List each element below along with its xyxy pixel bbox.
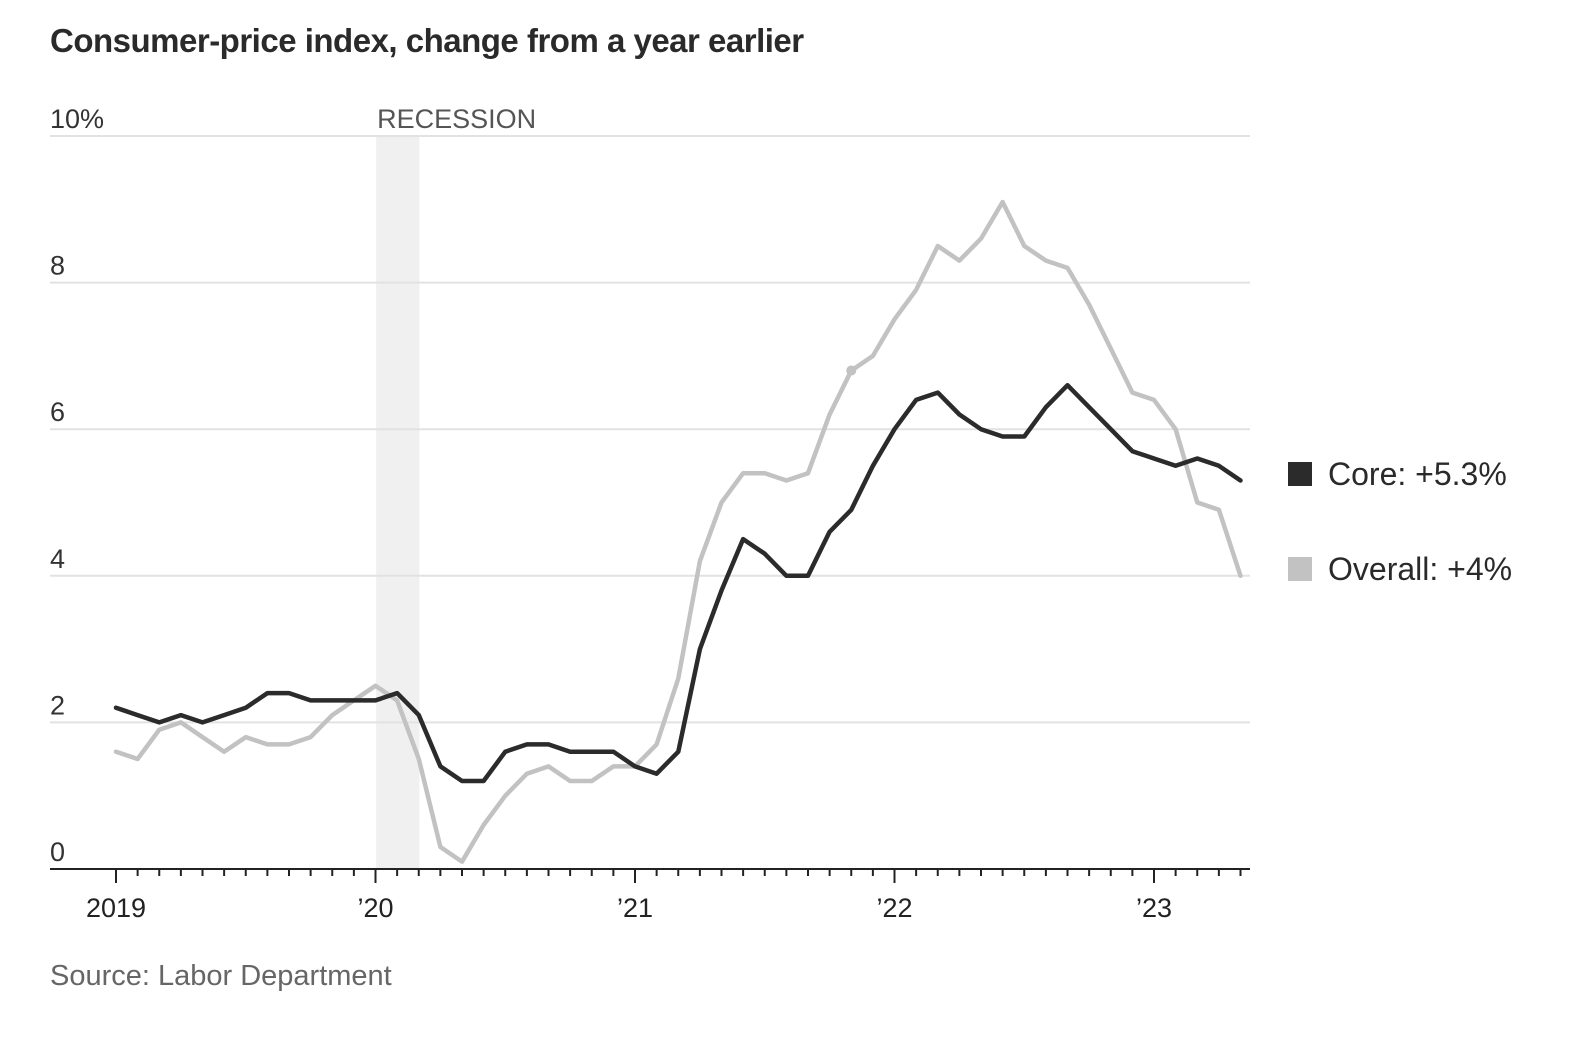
legend-label-overall: Overall: +4% — [1328, 551, 1512, 587]
y-tick-label: 0 — [50, 837, 65, 867]
series-line-core — [113, 382, 1243, 784]
recession-layer: RECESSION — [376, 104, 536, 869]
x-tick-label: ’22 — [876, 893, 912, 923]
legend-swatch-overall — [1288, 557, 1312, 581]
legend-label-core: Core: +5.3% — [1328, 456, 1507, 492]
recession-label: RECESSION — [377, 104, 536, 134]
x-tick-label: ’21 — [617, 893, 653, 923]
highlight-point — [846, 365, 857, 376]
legend-swatch-core — [1288, 462, 1312, 486]
x-tick-label: ’20 — [357, 893, 393, 923]
recession-band — [376, 136, 420, 869]
series-layer — [113, 199, 1243, 864]
x-tick-label: 2019 — [86, 893, 146, 923]
chart-title: Consumer-price index, change from a year… — [50, 22, 804, 59]
y-tick-label: 10% — [50, 104, 104, 134]
y-tick-label: 2 — [50, 690, 65, 720]
source-note: Source: Labor Department — [50, 960, 392, 992]
x-axis: 2019 ’20 ’21 ’22 ’23 — [50, 868, 1250, 923]
y-tick-label: 4 — [50, 544, 65, 574]
grid-layer: 0 2 4 6 8 10% — [50, 104, 1250, 867]
y-tick-label: 6 — [50, 397, 65, 427]
series-line-overall — [113, 199, 1243, 864]
y-tick-label: 8 — [50, 251, 65, 281]
x-tick-label: ’23 — [1136, 893, 1172, 923]
legend: Core: +5.3% Overall: +4% — [1288, 456, 1512, 587]
